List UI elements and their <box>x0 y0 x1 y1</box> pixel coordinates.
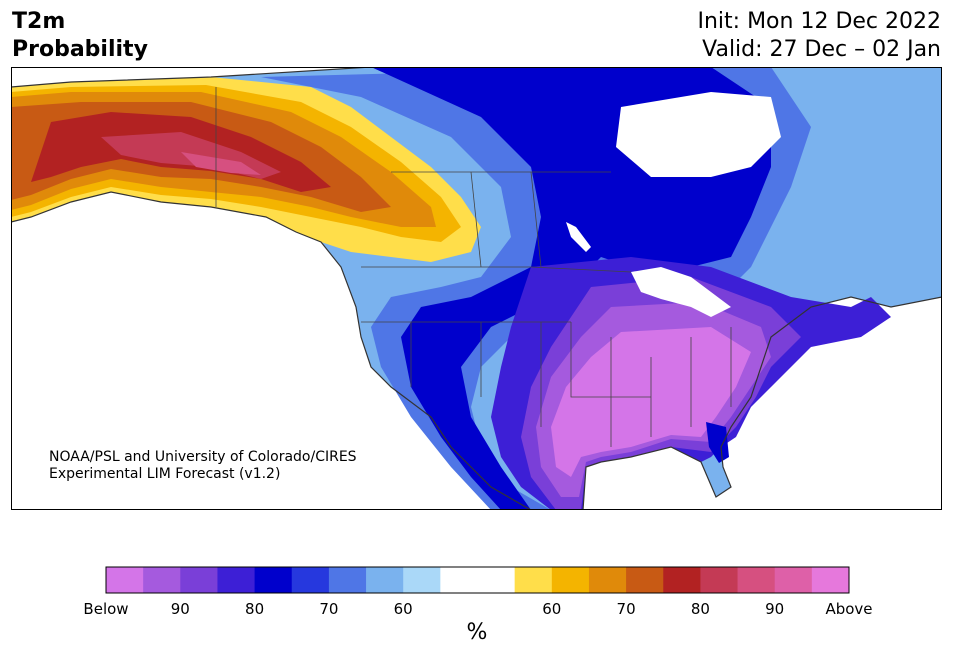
title-line-2: Probability <box>12 37 148 62</box>
colorbar-swatch <box>180 567 218 593</box>
colorbar-tick-label: 80 <box>690 600 710 618</box>
colorbar-swatch <box>254 567 293 593</box>
colorbar-tick-label: 60 <box>542 600 562 618</box>
colorbar-tick-label: 80 <box>245 600 265 618</box>
map-title: T2m Probability <box>12 8 148 64</box>
colorbar-tick-label: 90 <box>765 600 785 618</box>
lake-winnipeg <box>566 222 591 252</box>
colorbar-tick-label: 60 <box>393 600 413 618</box>
colorbar-swatch <box>328 567 367 593</box>
colorbar-swatch <box>440 567 478 593</box>
colorbar-swatch <box>700 567 739 593</box>
band-blue-deep <box>371 67 771 510</box>
colorbar-swatch <box>737 567 776 593</box>
probability-map <box>11 67 942 510</box>
band-magenta <box>181 152 261 175</box>
hudson-bay <box>616 92 781 177</box>
credit-line-2: Experimental LIM Forecast (v1.2) <box>49 466 281 482</box>
colorbar-swatch <box>514 567 553 593</box>
colorbar-tick-label: Above <box>825 600 873 618</box>
colorbar-swatch <box>588 567 627 593</box>
credit-text: NOAA/PSL and University of Colorado/CIRE… <box>49 449 357 483</box>
colorbar-swatch <box>106 567 144 593</box>
colorbar-swatch <box>217 567 256 593</box>
colorbar-swatch <box>291 567 330 593</box>
florida <box>706 422 729 463</box>
great-lakes <box>631 267 731 317</box>
colorbar <box>105 566 850 594</box>
colorbar-tick-label: 70 <box>616 600 636 618</box>
colorbar-tick-label: 70 <box>319 600 339 618</box>
colorbar-swatch <box>774 567 813 593</box>
colorbar-tick-label: Below <box>83 600 129 618</box>
colorbar-swatch <box>403 567 441 593</box>
colorbar-swatch <box>626 567 664 593</box>
init-date: Init: Mon 12 Dec 2022 <box>697 9 942 34</box>
valid-dates: Valid: 27 Dec – 02 Jan <box>702 37 941 62</box>
colorbar-unit: % <box>466 620 488 645</box>
coastline <box>11 67 942 510</box>
title-line-1: T2m <box>12 9 66 34</box>
credit-line-1: NOAA/PSL and University of Colorado/CIRE… <box>49 449 357 465</box>
colorbar-frame <box>105 566 850 594</box>
colorbar-swatch <box>477 567 516 593</box>
colorbar-swatch <box>366 567 404 593</box>
colorbar-swatch <box>143 567 181 593</box>
colorbar-swatch <box>663 567 701 593</box>
forecast-dates: Init: Mon 12 Dec 2022 Valid: 27 Dec – 02… <box>698 8 942 64</box>
colorbar-swatch <box>551 567 590 593</box>
colorbar-swatch <box>811 567 850 593</box>
borders <box>215 87 732 447</box>
colorbar-tick-label: 90 <box>170 600 190 618</box>
